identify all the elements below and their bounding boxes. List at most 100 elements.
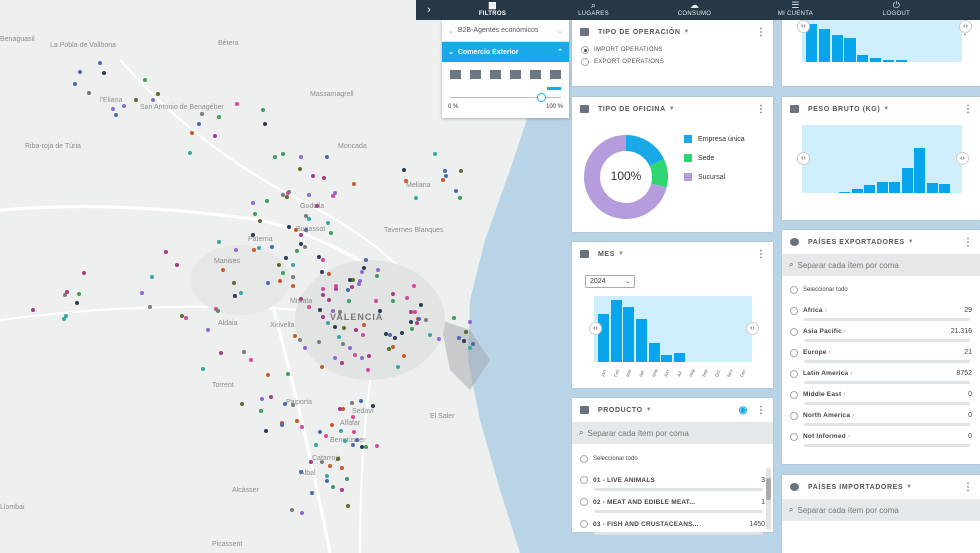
map-point[interactable]	[302, 346, 307, 351]
map-point[interactable]	[298, 233, 303, 238]
map-point[interactable]	[413, 309, 418, 314]
map-point[interactable]	[343, 438, 348, 443]
map-point[interactable]	[113, 112, 118, 117]
map-point[interactable]	[344, 477, 349, 482]
map-point[interactable]	[351, 429, 356, 434]
expand-arrow-icon[interactable]: ›	[427, 4, 431, 16]
map-point[interactable]	[415, 321, 420, 326]
list-item[interactable]: 03 - FISH AND CRUSTACEANS... 1450	[572, 513, 773, 535]
filter-group-dropdown[interactable]: ⌄ B2B-Agentes económicos ⌄	[442, 20, 569, 42]
nav-logout[interactable]: ⏻ LOGOUT	[846, 1, 947, 20]
map-point[interactable]	[361, 266, 366, 271]
chart-prev-button[interactable]: ‹›	[589, 322, 602, 335]
map-point[interactable]	[408, 309, 413, 314]
map-point[interactable]	[265, 198, 270, 203]
map-point[interactable]	[321, 292, 326, 297]
map-point[interactable]	[320, 286, 325, 291]
map-point[interactable]	[187, 150, 192, 155]
map-point[interactable]	[272, 155, 277, 160]
map-point[interactable]	[221, 267, 226, 272]
map-point[interactable]	[232, 294, 237, 299]
map-point[interactable]	[291, 263, 296, 268]
caret-down-icon[interactable]: ▼	[907, 239, 915, 245]
map-point[interactable]	[468, 346, 473, 351]
map-point[interactable]	[339, 360, 344, 365]
map-point[interactable]	[441, 178, 446, 183]
map-point[interactable]	[156, 91, 161, 96]
list-item[interactable]: North America › 0	[782, 405, 980, 426]
map-point[interactable]	[375, 267, 380, 272]
map-point[interactable]	[299, 154, 304, 159]
map-point[interactable]	[281, 270, 286, 275]
map-point[interactable]	[290, 402, 295, 407]
map-point[interactable]	[458, 169, 463, 174]
map-point[interactable]	[346, 504, 351, 509]
bar[interactable]	[901, 168, 913, 193]
map-point[interactable]	[329, 230, 334, 235]
map-point[interactable]	[333, 355, 338, 360]
map-point[interactable]	[320, 459, 325, 464]
map-point[interactable]	[313, 443, 318, 448]
map-point[interactable]	[338, 309, 343, 314]
map-point[interactable]	[359, 399, 364, 404]
map-point[interactable]	[351, 181, 356, 186]
map-point[interactable]	[264, 429, 269, 434]
map-point[interactable]	[280, 422, 285, 427]
donut-slice-1[interactable]	[649, 159, 668, 188]
caret-down-icon[interactable]: ▼	[683, 29, 691, 35]
map-point[interactable]	[408, 320, 413, 325]
weight-bar-chart[interactable]	[802, 125, 962, 193]
map-point[interactable]	[392, 336, 397, 341]
map-point[interactable]	[278, 278, 283, 283]
map-point[interactable]	[319, 270, 324, 275]
map-point[interactable]	[248, 357, 253, 362]
chart-prev-button[interactable]: ‹›	[797, 20, 810, 33]
map-point[interactable]	[309, 459, 314, 464]
map-point[interactable]	[140, 290, 145, 295]
map-point[interactable]	[218, 351, 223, 356]
list-item[interactable]: Latin America › 8752	[782, 363, 980, 384]
map-point[interactable]	[464, 330, 469, 335]
nav-consumo[interactable]: ☁ CONSUMO	[644, 1, 745, 20]
map-point[interactable]	[364, 445, 369, 450]
map-point[interactable]	[334, 284, 339, 289]
list-item[interactable]: 01 - LIVE ANIMALS 3	[572, 469, 773, 491]
legend-item[interactable]: Sede	[684, 154, 745, 162]
map-point[interactable]	[324, 478, 329, 483]
map-point[interactable]	[318, 429, 323, 434]
map-point[interactable]	[87, 91, 92, 96]
slider-handle[interactable]	[536, 93, 546, 102]
caret-down-icon[interactable]: ▼	[617, 251, 625, 257]
map-point[interactable]	[260, 108, 265, 113]
map-point[interactable]	[327, 271, 332, 276]
checkbox[interactable]	[790, 390, 798, 399]
exportadores-search[interactable]: ⌕ Separar cada ítem por coma	[782, 254, 980, 276]
map-point[interactable]	[280, 152, 285, 157]
radio-button[interactable]	[581, 58, 589, 66]
kebab-menu-icon[interactable]: ⋮	[963, 236, 973, 248]
donut-slice-2[interactable]	[584, 135, 667, 219]
bar[interactable]	[857, 55, 869, 62]
layout-3-icon[interactable]	[490, 70, 501, 79]
map-point[interactable]	[270, 244, 275, 249]
map-point[interactable]	[122, 104, 127, 109]
checkbox[interactable]	[580, 520, 588, 528]
bar[interactable]	[818, 29, 831, 62]
map-point[interactable]	[443, 169, 448, 174]
filter-selected-dropdown[interactable]: ⌄ Comercio Exterior ⌃	[442, 42, 569, 62]
map-point[interactable]	[354, 437, 359, 442]
map-point[interactable]	[259, 396, 264, 401]
map-point[interactable]	[341, 407, 346, 412]
map-point[interactable]	[387, 346, 392, 351]
map-point[interactable]	[396, 365, 401, 370]
map-point[interactable]	[151, 97, 156, 102]
map-point[interactable]	[357, 282, 362, 287]
map-point[interactable]	[213, 307, 218, 312]
map-point[interactable]	[350, 400, 355, 405]
nav-lugares[interactable]: ⌕ LUGARES	[543, 1, 644, 20]
map-point[interactable]	[457, 195, 462, 200]
map-point[interactable]	[462, 339, 467, 344]
map-point[interactable]	[143, 77, 148, 82]
map-point[interactable]	[411, 284, 416, 289]
map-point[interactable]	[404, 178, 409, 183]
